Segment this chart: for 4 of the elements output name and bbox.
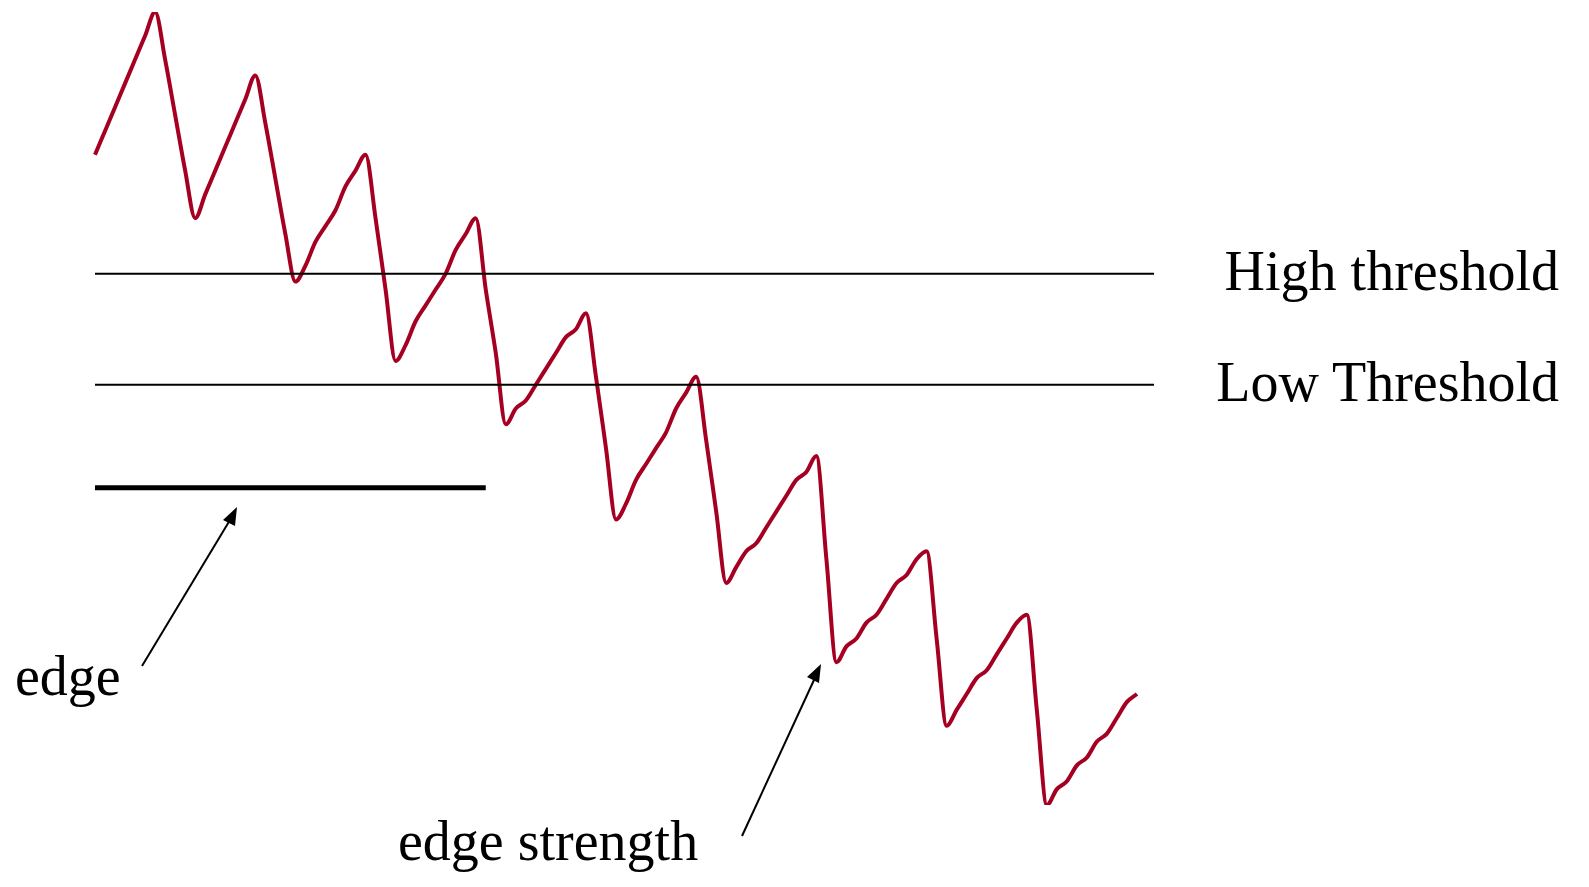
ref-line-label: High threshold: [1224, 240, 1559, 303]
text: edge strength: [398, 810, 699, 872]
ref-line-label: Low Threshold: [1216, 351, 1559, 414]
annotation: edge: [15, 645, 121, 707]
